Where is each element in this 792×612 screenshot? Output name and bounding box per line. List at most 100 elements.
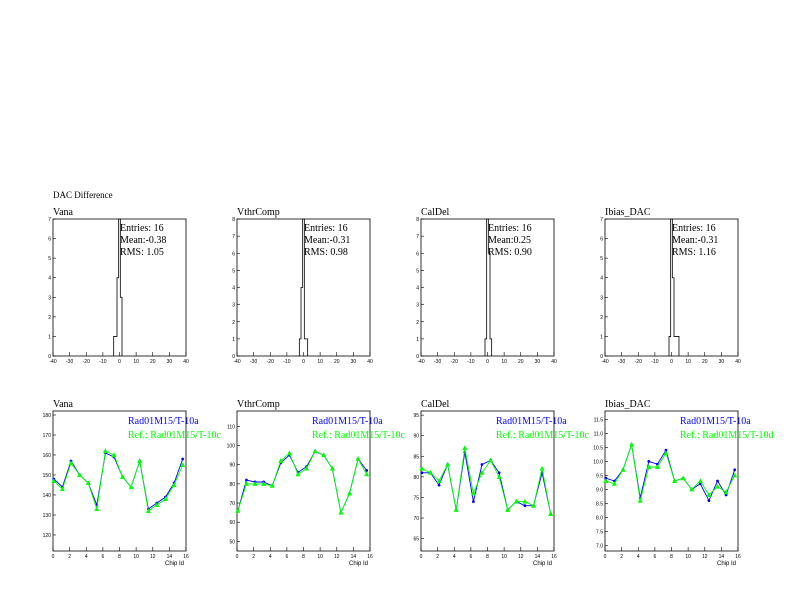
x-tick-label: 0 [670, 359, 673, 365]
series-point [445, 461, 451, 467]
x-tick-label: 14 [535, 554, 541, 560]
x-tick-label: 14 [351, 554, 357, 560]
x-tick-label: 12 [334, 554, 340, 560]
y-tick-label: 0 [232, 354, 235, 360]
series-point [723, 489, 729, 495]
series-point [295, 471, 301, 477]
y-tick-label: 8.5 [596, 501, 603, 507]
series-point [497, 471, 501, 475]
x-tick-label: 10 [685, 359, 691, 365]
x-tick-label: 0 [118, 359, 121, 365]
x-tick-label: -30 [66, 359, 73, 365]
histogram-bin [304, 339, 306, 356]
y-tick-label: 8 [416, 217, 419, 223]
series-point [111, 452, 117, 457]
y-tick-label: 7 [600, 217, 603, 223]
y-tick-label: 0 [416, 354, 419, 360]
series-point [365, 469, 369, 472]
series-point [620, 467, 626, 472]
series-point [312, 448, 318, 454]
histogram-0: Vana -40 -30 -20 -10 0 10 20 30 40 0 1 2 3 4 5 6 7 Entries… [48, 207, 189, 365]
series-point [471, 500, 475, 503]
y-tick-label: 5 [416, 268, 419, 274]
series-point [321, 452, 327, 458]
x-tick-label: 10 [501, 554, 507, 560]
histogram-outline [298, 218, 309, 356]
x-tick-label: -10 [651, 359, 658, 365]
series-point [480, 463, 484, 466]
y-tick-label: 130 [43, 513, 52, 519]
line-chart-3: Ibias_DAC 0 2 4 6 8 10 12 14 16 7.0 7.5 8.0 8.5 9.0 9.5… [593, 399, 773, 567]
x-tick-label: 40 [735, 359, 741, 365]
series-point [453, 507, 459, 512]
y-tick-label: 90 [229, 463, 235, 469]
y-tick-label: 140 [43, 493, 52, 499]
y-tick-label: 10.0 [593, 459, 603, 465]
y-tick-label: 9.5 [596, 473, 603, 479]
histogram-bin [674, 336, 676, 356]
series-point [145, 508, 151, 513]
x-tick-label: 8 [302, 554, 305, 560]
series-point [355, 456, 361, 461]
stats-entries: Entries: 16 [488, 223, 532, 234]
legend-entry-new: Rad01M15/T-10a [680, 416, 751, 427]
stats-rms: RMS: 1.16 [672, 247, 716, 258]
series-point [51, 478, 57, 483]
stats-rms: RMS: 1.05 [120, 247, 164, 258]
series-point [646, 464, 652, 469]
y-tick-label: 3 [600, 295, 603, 301]
x-tick-label: -10 [99, 359, 106, 365]
x-tick-label: 4 [269, 554, 272, 560]
y-tick-label: 110 [227, 424, 235, 430]
x-tick-label: 40 [367, 359, 373, 365]
y-tick-label: 1 [416, 337, 419, 343]
series-point [364, 471, 370, 477]
x-tick-label: -40 [417, 359, 424, 365]
y-tick-label: 80 [413, 475, 419, 481]
x-tick-label: 14 [167, 554, 173, 560]
series-point [278, 458, 284, 463]
series-point [539, 465, 545, 471]
x-tick-label: 2 [252, 554, 255, 560]
legend-entry-ref: Ref.: Rad01M15/T-10c [128, 430, 222, 441]
x-axis-label: Chip Id [349, 561, 368, 567]
series-line-0 [237, 450, 368, 515]
x-tick-label: -10 [283, 359, 290, 365]
y-tick-label: 4 [48, 276, 51, 282]
series-point [243, 481, 249, 486]
panel-title: VthrComp [237, 207, 280, 218]
x-tick-label: -40 [49, 359, 56, 365]
x-tick-label: 20 [702, 359, 708, 365]
series-point [137, 458, 143, 463]
series-point [680, 475, 686, 481]
series-point [235, 507, 241, 513]
panel-title: Vana [53, 207, 74, 218]
series-point [732, 472, 738, 478]
series-point [698, 482, 702, 486]
y-tick-label: 1 [600, 334, 603, 340]
page-title: DAC Difference [53, 190, 113, 200]
x-tick-label: 30 [535, 359, 541, 365]
panel-title: Ibias_DAC [605, 399, 651, 410]
y-tick-label: 6 [232, 251, 235, 257]
x-tick-label: 30 [719, 359, 725, 365]
legend-entry-ref: Ref.: Rad01M15/T-10c [496, 430, 590, 441]
histogram-outline [668, 218, 680, 356]
x-tick-label: 40 [183, 359, 189, 365]
y-tick-label: 11.0 [594, 431, 604, 437]
y-tick-label: 3 [48, 295, 51, 301]
legend-entry-new: Rad01M15/T-10a [312, 416, 383, 427]
y-tick-label: 5 [600, 256, 603, 262]
y-tick-label: 0 [48, 354, 51, 360]
y-tick-label: 9.0 [596, 487, 603, 493]
x-tick-label: 2 [620, 554, 623, 560]
series-point [603, 478, 609, 483]
x-tick-label: 0 [420, 554, 423, 560]
stats-mean: Mean:0.25 [488, 235, 531, 246]
y-tick-label: 6 [48, 237, 51, 243]
series-point [269, 482, 275, 488]
y-tick-label: 2 [48, 315, 51, 321]
y-tick-label: 70 [229, 501, 235, 507]
stats-entries: Entries: 16 [672, 223, 716, 234]
series-point [154, 502, 160, 507]
